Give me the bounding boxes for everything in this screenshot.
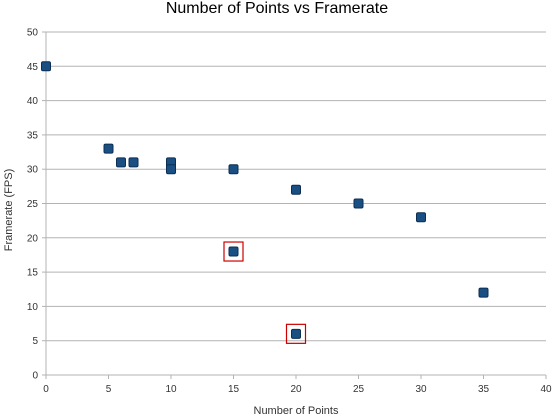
y-axis-label: Framerate (FPS): [3, 169, 15, 252]
data-point: [228, 246, 239, 257]
highlight-box: [285, 323, 307, 344]
x-tick-label: 10: [165, 384, 177, 395]
x-tick-label: 25: [353, 384, 365, 395]
data-point: [353, 198, 364, 209]
y-tick-label: 10: [27, 302, 39, 313]
data-point: [166, 164, 176, 175]
chart-title: Number of Points vs Framerate: [166, 0, 388, 17]
data-point: [228, 164, 239, 175]
x-axis-label: Number of Points: [254, 405, 339, 416]
x-tick-label: 20: [290, 384, 302, 395]
y-tick-label: 30: [27, 165, 39, 176]
grid-lines: [46, 31, 546, 376]
data-point: [128, 157, 139, 168]
x-tick-label: 40: [540, 384, 552, 395]
y-axis-ticks: 0 5 10 15 20 25 30 35 40 45 50: [27, 28, 46, 382]
y-tick-label: 15: [27, 268, 39, 279]
x-tick-label: 5: [106, 384, 112, 395]
y-tick-label: 35: [27, 130, 39, 141]
data-points: [41, 61, 489, 344]
y-tick-label: 0: [32, 371, 38, 382]
y-tick-label: 40: [27, 96, 39, 107]
y-tick-label: 45: [27, 62, 39, 73]
y-tick-label: 25: [27, 199, 39, 210]
y-tick-label: 20: [27, 233, 39, 244]
y-tick-label: 50: [27, 28, 39, 39]
x-tick-label: 30: [415, 384, 427, 395]
y-tick-label: 5: [32, 336, 38, 347]
x-tick-label: 15: [228, 384, 240, 395]
data-point: [291, 328, 301, 339]
highlight-box: [223, 241, 244, 262]
data-point: [291, 184, 301, 195]
data-point: [103, 143, 114, 154]
x-axis-ticks: 0 5 10 15 20 25 30 35 40: [43, 375, 552, 395]
x-tick-label: 0: [43, 384, 49, 395]
data-point: [116, 157, 126, 168]
x-tick-label: 35: [478, 384, 490, 395]
data-point: [41, 61, 51, 72]
data-point: [416, 212, 426, 223]
data-point: [478, 287, 489, 298]
